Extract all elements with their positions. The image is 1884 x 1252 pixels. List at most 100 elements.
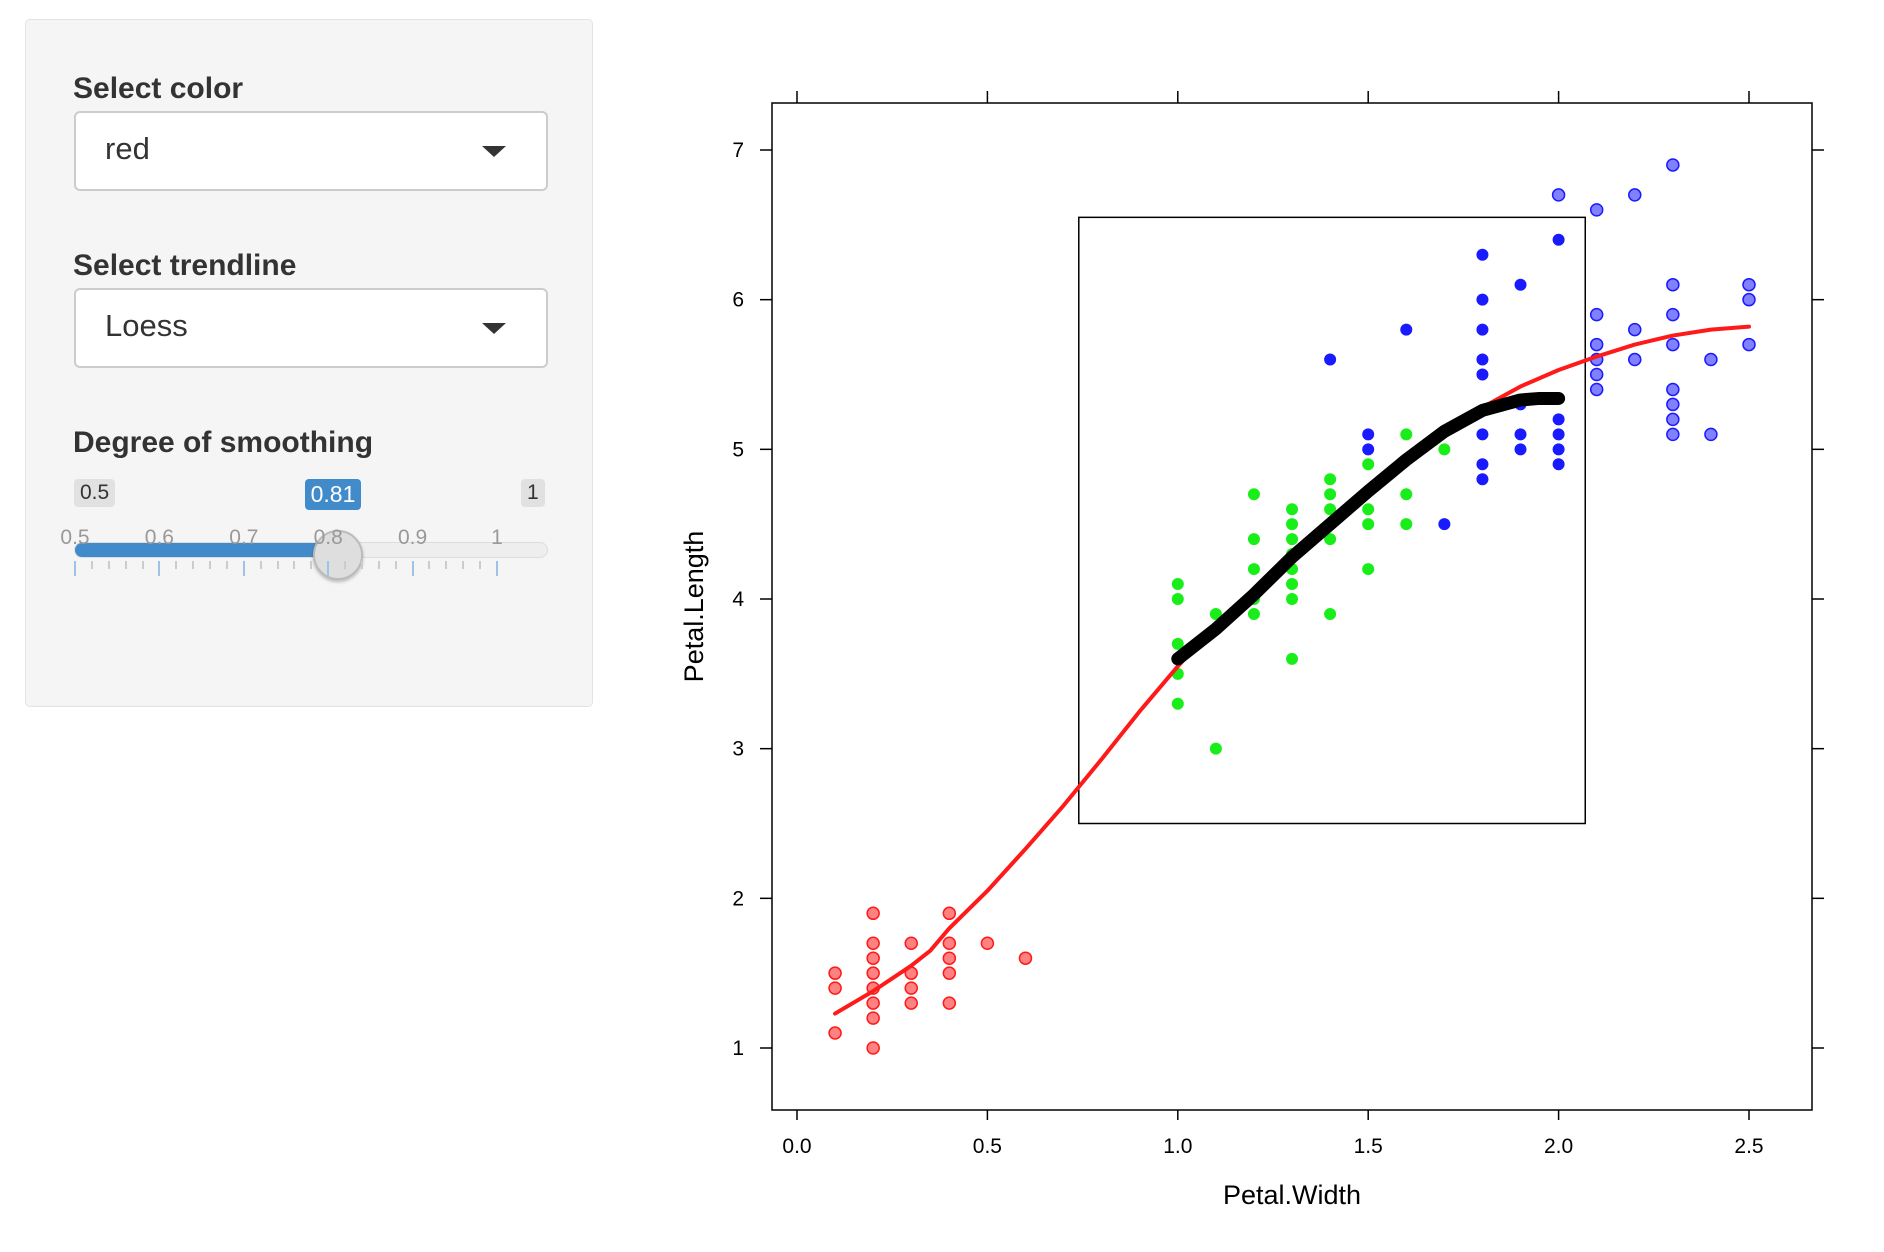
slider-tick: [276, 561, 279, 569]
y-tick-label: 3: [732, 738, 744, 761]
slider-tick: [428, 561, 431, 569]
data-point: [828, 966, 842, 980]
data-point: [1286, 503, 1299, 516]
data-point: [942, 951, 957, 965]
data-point: [1589, 382, 1604, 397]
data-point: [1286, 533, 1299, 546]
y-tick-label: 4: [732, 588, 744, 611]
data-point: [1628, 188, 1642, 202]
data-point: [1171, 637, 1184, 650]
slider-tick-label: 0.8: [313, 526, 343, 549]
slider-tick: [158, 561, 161, 576]
y-tick-label: 2: [732, 887, 744, 910]
data-point: [1171, 697, 1184, 710]
data-point: [1476, 323, 1489, 336]
data-point: [866, 1041, 880, 1055]
data-point: [904, 996, 918, 1010]
data-point: [1400, 488, 1413, 501]
data-point: [828, 981, 842, 995]
data-point: [1742, 337, 1756, 352]
selection-trendline: [1171, 391, 1566, 666]
data-point: [1324, 533, 1337, 546]
slider-tick: [360, 561, 363, 569]
data-point: [1742, 277, 1756, 292]
data-point: [942, 966, 957, 980]
data-point: [1247, 563, 1260, 576]
data-point: [1628, 322, 1642, 337]
data-point: [1362, 458, 1375, 471]
y-tick-label: 6: [732, 289, 744, 312]
color-select-value: red: [105, 131, 150, 166]
data-point: [1362, 563, 1375, 576]
slider-tick-label: 0.5: [60, 526, 90, 549]
color-select[interactable]: red: [74, 111, 548, 191]
y-tick-label: 7: [732, 139, 744, 162]
data-point: [1438, 518, 1451, 531]
data-point: [1476, 248, 1489, 261]
slider-tick-label: 1: [491, 526, 503, 549]
data-point: [1018, 951, 1033, 965]
data-point: [942, 906, 957, 921]
data-point: [1552, 428, 1565, 441]
data-point: [866, 996, 880, 1010]
data-point: [1476, 293, 1489, 306]
trendline-select[interactable]: Loess: [74, 288, 548, 368]
chevron-down-icon: [482, 323, 506, 334]
data-point: [1551, 188, 1566, 202]
x-tick-label: 0.5: [973, 1135, 1002, 1158]
data-point: [1476, 428, 1489, 441]
data-point: [1286, 518, 1299, 531]
data-point: [866, 1011, 880, 1025]
data-point: [1362, 503, 1375, 516]
data-point: [1666, 158, 1680, 172]
slider-tick: [74, 561, 76, 576]
slider-tick: [141, 561, 144, 569]
slider-tick: [327, 561, 330, 576]
data-point: [1666, 427, 1680, 442]
data-point: [904, 981, 918, 995]
slider-tick: [479, 561, 482, 569]
x-tick-label: 0.0: [782, 1135, 811, 1158]
data-point: [942, 996, 957, 1010]
slider-fill: [75, 543, 338, 557]
data-point: [1324, 607, 1337, 620]
data-point: [1362, 518, 1375, 531]
data-point: [1362, 428, 1375, 441]
data-point: [1209, 607, 1222, 620]
data-point: [1171, 578, 1184, 591]
data-point: [1400, 518, 1413, 531]
data-point: [1400, 428, 1413, 441]
data-point: [1514, 278, 1527, 291]
slider-tick: [310, 561, 313, 569]
data-point: [1666, 382, 1680, 397]
sidebar-panel: Select color red Select trendline Loess …: [25, 19, 593, 707]
x-tick-label: 2.5: [1734, 1135, 1763, 1158]
data-point: [1362, 443, 1375, 456]
slider-tick: [411, 561, 414, 576]
slider-tick: [90, 561, 93, 569]
data-point: [1209, 742, 1222, 755]
data-point: [1247, 488, 1260, 501]
data-point: [1742, 292, 1756, 307]
x-tick-label: 1.5: [1354, 1135, 1383, 1158]
smoothing-slider[interactable]: [74, 530, 548, 580]
trendline-label: Select trendline: [73, 249, 297, 282]
selection-box: [1078, 216, 1587, 825]
x-tick-label: 2.0: [1544, 1135, 1573, 1158]
data-point: [1589, 307, 1604, 322]
data-point: [1666, 412, 1680, 427]
slider-tick: [225, 561, 228, 569]
data-point: [1628, 352, 1642, 367]
slider-tick: [445, 561, 448, 569]
slider-min-label: 0.5: [74, 479, 116, 507]
data-point: [1324, 353, 1337, 366]
slider-tick: [175, 561, 178, 569]
data-point: [866, 936, 880, 950]
data-point: [1589, 367, 1604, 382]
data-point: [1552, 413, 1565, 426]
plot-frame: [771, 102, 1813, 1111]
data-point: [1589, 203, 1604, 217]
slider-tick: [293, 561, 296, 569]
slider-tick: [124, 561, 127, 569]
slider-handle[interactable]: [312, 530, 363, 580]
